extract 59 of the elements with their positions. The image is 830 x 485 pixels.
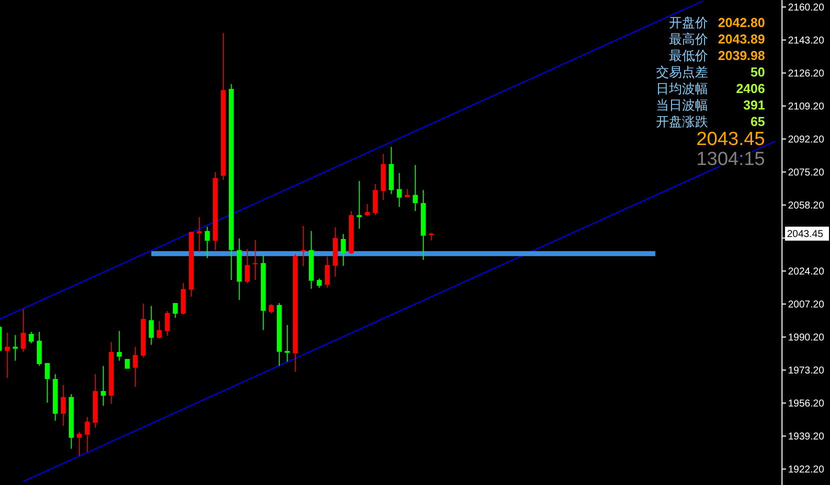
annotation: 开盘涨跌 — [656, 114, 708, 129]
candlestick — [396, 172, 402, 208]
y-tick-label: 1922.20 — [788, 464, 825, 476]
y-tick-label: 2143.20 — [788, 35, 825, 46]
candlestick — [204, 226, 210, 259]
y-tick-label: 2160.20 — [788, 2, 825, 14]
candlestick — [196, 216, 202, 253]
annotation: 最低价 — [669, 48, 708, 63]
candlestick — [244, 248, 250, 284]
y-tick-label: 1939.20 — [788, 432, 825, 443]
candlestick — [372, 184, 378, 216]
candlestick — [300, 225, 306, 266]
annotation: 391 — [743, 98, 765, 112]
candlestick — [36, 331, 42, 366]
candlestick — [20, 308, 26, 352]
candlestick — [84, 416, 90, 452]
candlestick — [116, 330, 122, 362]
y-tick-label: 2007.20 — [788, 300, 825, 311]
candlestick — [284, 324, 290, 362]
candlestick — [324, 256, 330, 288]
annotation: 65 — [750, 114, 765, 129]
candlestick — [100, 365, 106, 406]
annotation: 2039.98 — [718, 48, 765, 63]
y-tick-label: 1990.20 — [788, 332, 825, 344]
candlestick — [4, 332, 10, 378]
candlestick — [364, 204, 370, 217]
y-tick-label: 2109.20 — [788, 102, 825, 113]
candlestick — [268, 304, 274, 314]
candlestick — [44, 362, 50, 404]
candlestick — [412, 164, 418, 212]
y-tick-label: 2058.20 — [788, 200, 825, 212]
y-tick-label: 1973.20 — [788, 366, 825, 377]
annotation: 日均波幅 — [656, 81, 708, 96]
y-tick-label: 2126.20 — [788, 68, 825, 80]
candlestick — [340, 233, 346, 266]
annotation: 当日波幅 — [656, 98, 708, 112]
annotation: 最高价 — [669, 32, 708, 46]
candlestick — [164, 310, 170, 336]
candlestick — [148, 305, 154, 346]
y-tick-label: 1956.20 — [788, 398, 825, 410]
annotation: 交易点差 — [656, 64, 708, 80]
annotation: 开盘价 — [669, 15, 708, 30]
candlestick — [316, 278, 322, 288]
annotation: 2406 — [736, 81, 765, 96]
annotation: 2043.89 — [718, 32, 765, 46]
candlestick — [172, 302, 178, 318]
y-tick-label: 2075.20 — [788, 168, 825, 179]
annotation: 50 — [750, 64, 765, 80]
candlestick — [356, 180, 362, 230]
candlestick — [156, 320, 162, 340]
candlestick — [132, 346, 138, 388]
candlestick — [28, 331, 34, 344]
annotation: 2042.80 — [718, 15, 765, 30]
text: 2043.45 — [787, 229, 824, 240]
y-tick-label: 2024.20 — [788, 266, 825, 278]
y-tick-label: 2092.20 — [788, 134, 825, 146]
annotation: 2043.45 — [696, 129, 765, 150]
candlestick — [76, 431, 82, 456]
candlestick — [60, 384, 66, 426]
